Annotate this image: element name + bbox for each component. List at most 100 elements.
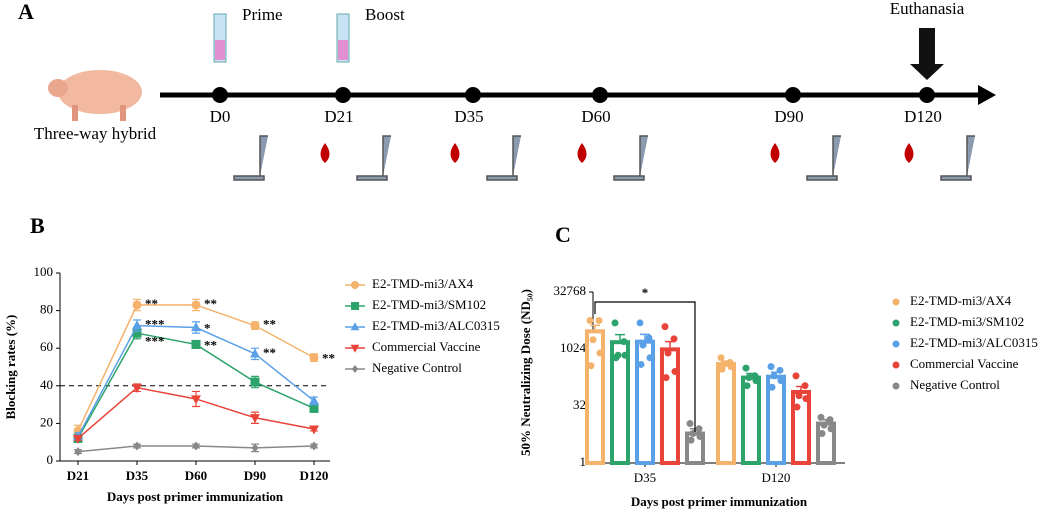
marker (309, 403, 319, 413)
significance-label: *** (145, 334, 165, 349)
data-point (727, 363, 735, 371)
data-point (827, 425, 835, 433)
data-point (646, 354, 654, 362)
marker (191, 322, 201, 332)
error-bar (615, 333, 625, 343)
data-point (768, 383, 776, 391)
data-point (792, 372, 800, 380)
data-point (639, 341, 647, 349)
data-point (770, 372, 778, 380)
y-tick-label: 0 (47, 452, 54, 467)
scale-icon (233, 135, 268, 181)
data-point (777, 377, 785, 385)
legend-label: Negative Control (372, 360, 462, 375)
error-bar (640, 333, 650, 342)
data-point (587, 362, 595, 370)
timepoint-node (465, 87, 481, 103)
event-label: Prime (242, 5, 283, 24)
x-axis-title: Days post primer immunization (631, 494, 808, 509)
panel-label: C (555, 222, 571, 247)
subject-label: Three-way hybrid (34, 124, 157, 143)
x-tick-label: D120 (762, 470, 791, 485)
euthanasia-arrow (910, 28, 944, 80)
data-point (818, 430, 826, 438)
legend-label: E2-TMD-mi3/ALC0315 (372, 318, 500, 333)
timepoint-label: D0 (210, 107, 231, 126)
marker (192, 441, 200, 451)
y-tick-label: 60 (40, 339, 53, 354)
data-point (795, 392, 803, 400)
legend-marker (892, 319, 900, 327)
timepoint-label: D60 (581, 107, 610, 126)
event-label: Boost (365, 5, 405, 24)
significance-bracket (594, 301, 696, 432)
significance-label: * (204, 320, 211, 335)
data-point (595, 316, 603, 324)
legend-label: E2-TMD-mi3/AX4 (372, 276, 474, 291)
timeline-axis (160, 85, 996, 105)
bar (660, 347, 680, 465)
data-point (695, 425, 703, 433)
marker (251, 443, 259, 453)
marker (191, 339, 201, 349)
legend-label: Commercial Vaccine (372, 339, 481, 354)
y-tick-label: 80 (40, 302, 53, 317)
timepoint-label: D120 (904, 107, 942, 126)
legend-marker (892, 298, 900, 306)
data-point (745, 374, 753, 382)
significance-label: * (642, 285, 649, 300)
significance-label: ** (204, 337, 217, 352)
scale-icon (613, 135, 648, 181)
data-point (767, 363, 775, 371)
x-tick-label: D21 (67, 468, 89, 483)
timepoint-node (212, 87, 228, 103)
scale-icon (356, 135, 391, 181)
data-point (743, 382, 751, 390)
marker (73, 434, 83, 444)
blood-drop (450, 143, 460, 163)
data-point (671, 368, 679, 376)
marker (351, 302, 359, 310)
timepoint-node (785, 87, 801, 103)
y-tick-label: 32 (573, 397, 586, 412)
y-tick-label: 40 (40, 377, 53, 392)
data-point (620, 338, 628, 346)
data-point (776, 366, 784, 374)
data-point (612, 354, 620, 362)
significance-label: ** (204, 296, 217, 311)
marker (309, 395, 319, 405)
marker (191, 300, 201, 310)
bar (716, 362, 736, 465)
marker (310, 441, 318, 451)
legend-marker (892, 340, 900, 348)
data-point (817, 413, 825, 421)
y-axis-title: Blocking rates (%) (3, 315, 18, 420)
x-tick-label: D35 (634, 470, 656, 485)
data-point (662, 374, 670, 382)
data-point (793, 403, 801, 411)
blood-drop (320, 143, 330, 163)
significance-label: *** (145, 317, 165, 332)
data-point (645, 334, 653, 342)
legend-label: E2-TMD-mi3/AX4 (910, 293, 1012, 308)
legend-marker (892, 361, 900, 369)
y-tick-label: 1024 (560, 340, 587, 355)
data-point (742, 364, 750, 372)
syringe-fill (338, 40, 348, 60)
data-point (586, 316, 594, 324)
marker (132, 384, 142, 394)
timepoint-label: D35 (454, 107, 483, 126)
marker (309, 353, 319, 363)
marker (350, 344, 360, 353)
timepoint-node (592, 87, 608, 103)
blood-drop (770, 143, 780, 163)
error-bar (590, 324, 600, 332)
data-point (820, 421, 828, 429)
x-tick-label: D60 (185, 468, 207, 483)
x-tick-label: D35 (126, 468, 149, 483)
data-point (637, 360, 645, 368)
x-axis-title: Days post primer immunization (107, 489, 284, 504)
significance-label: ** (145, 296, 158, 311)
scale-icon (940, 135, 975, 181)
